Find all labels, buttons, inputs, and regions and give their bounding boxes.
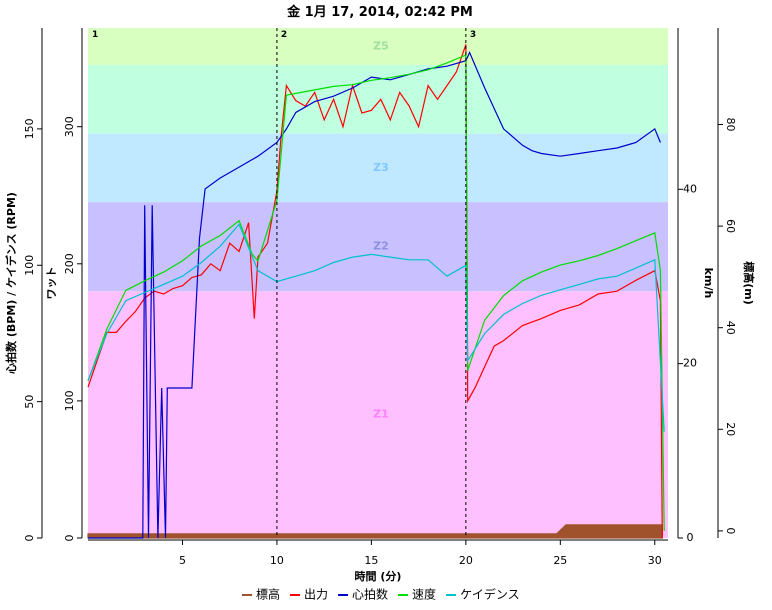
zone-label: Z2 bbox=[373, 240, 389, 253]
series-line bbox=[87, 223, 665, 432]
zone-band bbox=[88, 202, 668, 292]
y-tick-label: 200 bbox=[63, 253, 76, 274]
zone-label: Z1 bbox=[373, 408, 389, 421]
chart-title: 金 1月 17, 2014, 02:42 PM bbox=[286, 4, 473, 20]
y-tick-label: 0 bbox=[687, 531, 694, 544]
x-tick-label: 5 bbox=[179, 554, 186, 567]
legend-label: ケイデンス bbox=[460, 587, 520, 602]
legend-label: 速度 bbox=[412, 587, 436, 602]
legend-label: 心拍数 bbox=[352, 587, 388, 602]
x-tick-label: 30 bbox=[648, 554, 662, 567]
y-tick-label: 40 bbox=[683, 182, 697, 195]
x-tick-label: 25 bbox=[553, 554, 567, 567]
legend-label: 出力 bbox=[304, 588, 328, 602]
zone-label: Z5 bbox=[373, 40, 389, 53]
x-tick-label: 20 bbox=[459, 554, 473, 567]
series-line bbox=[87, 54, 665, 532]
x-tick-label: 15 bbox=[364, 554, 378, 567]
zone-band bbox=[88, 65, 668, 134]
y-axis-title: 標高(m) bbox=[742, 261, 756, 305]
interval-label: 3 bbox=[470, 30, 476, 40]
series-line bbox=[87, 44, 663, 539]
zone-band bbox=[88, 133, 668, 203]
y-tick-label: 20 bbox=[724, 422, 737, 436]
y-axis-title: km/h bbox=[702, 268, 715, 299]
y-axis-title: 心拍数 (BPM) / ケイデンス (RPM) bbox=[4, 192, 18, 374]
y-tick-label: 50 bbox=[23, 395, 36, 409]
x-axis-title: 時間 (分) bbox=[355, 569, 402, 583]
y-axis-title: ワット bbox=[45, 267, 58, 300]
y-tick-label: 0 bbox=[63, 535, 76, 542]
y-tick-label: 150 bbox=[23, 118, 36, 139]
y-tick-label: 100 bbox=[63, 390, 76, 411]
y-tick-label: 20 bbox=[683, 357, 697, 370]
y-tick-label: 40 bbox=[724, 321, 737, 335]
zone-label: Z3 bbox=[373, 161, 389, 174]
legend-label: 標高 bbox=[256, 587, 280, 602]
y-tick-label: 0 bbox=[23, 535, 36, 542]
y-tick-label: 100 bbox=[23, 255, 36, 276]
series-line bbox=[88, 51, 661, 539]
zone-band bbox=[88, 291, 668, 538]
interval-label: 1 bbox=[92, 30, 98, 40]
x-tick-label: 10 bbox=[270, 554, 284, 567]
y-tick-label: 300 bbox=[63, 116, 76, 137]
y-tick-label: 0 bbox=[724, 527, 737, 534]
y-tick-label: 80 bbox=[724, 118, 737, 132]
zone-band bbox=[88, 28, 668, 66]
y-tick-label: 60 bbox=[724, 219, 737, 233]
interval-label: 2 bbox=[281, 30, 287, 40]
